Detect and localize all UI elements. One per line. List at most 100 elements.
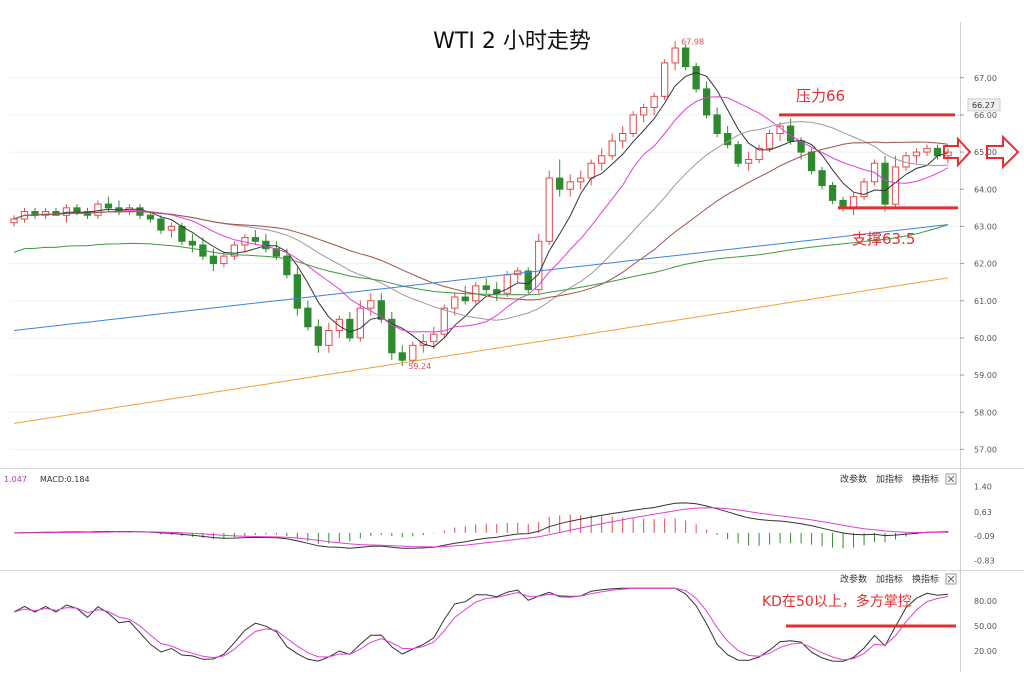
- candle-down: [828, 185, 837, 201]
- candle-down: [692, 66, 700, 90]
- candle-down: [346, 318, 354, 339]
- ma60-line: [13, 224, 949, 296]
- candle-down: [388, 318, 396, 354]
- candle-up: [640, 106, 648, 116]
- candle-up: [409, 344, 417, 361]
- main-y-tick-label: 66.00: [974, 111, 997, 120]
- candle-down: [881, 162, 889, 205]
- macd-dea-line: [14, 507, 949, 548]
- close-icon: [947, 475, 955, 483]
- main-y-tick-label: 62.00: [974, 260, 997, 269]
- candle-down: [734, 144, 742, 164]
- candle-down: [797, 140, 805, 153]
- current-price-tag: [967, 98, 1001, 112]
- candle-up: [94, 203, 102, 216]
- candle-up: [430, 333, 438, 343]
- candle-up: [650, 95, 658, 108]
- ma30-line: [13, 141, 949, 301]
- macd-dif-line: [13, 502, 949, 549]
- kd-d-line: [13, 587, 949, 661]
- candle-down: [461, 296, 469, 302]
- main-y-tick-label: 59.00: [974, 371, 997, 380]
- panel-button-1[interactable]: 加指标: [876, 473, 903, 485]
- candle-down: [314, 326, 322, 346]
- candle-down: [304, 307, 312, 328]
- resistance-label: 压力66: [796, 87, 845, 105]
- candle-down: [262, 240, 270, 250]
- candle-down: [157, 218, 165, 231]
- candle-up: [629, 114, 637, 134]
- candle-down: [251, 237, 260, 242]
- candle-up: [535, 240, 543, 291]
- candle-down: [146, 214, 155, 220]
- macd-y-tick-label: -0.83: [974, 556, 995, 565]
- candle-down: [807, 151, 816, 172]
- candle-up: [566, 181, 574, 190]
- breakout-arrow-icon: [943, 136, 972, 168]
- candle-up: [503, 274, 511, 294]
- candle-up: [891, 166, 900, 205]
- macd-header-value: 1.047: [4, 475, 27, 484]
- main-y-tick-label: 65.00: [974, 148, 997, 157]
- candle-down: [556, 177, 564, 190]
- main-y-tick-label: 64.00: [974, 185, 997, 194]
- candle-up: [220, 255, 228, 265]
- kd-y-tick-label: 50.00: [974, 622, 997, 631]
- kd-k-line: [13, 587, 949, 662]
- candle-up: [545, 177, 553, 242]
- main-y-tick-label: 67.00: [974, 74, 997, 83]
- candle-up: [62, 207, 71, 216]
- kd-note: KD在50以上，多方掌控: [762, 593, 912, 610]
- candle-up: [10, 218, 18, 224]
- candle-up: [755, 147, 763, 161]
- candle-up: [849, 196, 858, 209]
- macd-y-tick-label: -0.09: [974, 532, 995, 541]
- panel-close-button[interactable]: [945, 573, 957, 585]
- candle-down: [398, 352, 406, 361]
- macd-header-label: MACD:0.184: [40, 475, 90, 484]
- candle-down: [104, 203, 113, 209]
- candle-down: [209, 255, 218, 265]
- main-y-tick-label: 57.00: [974, 445, 997, 454]
- panel-button-0[interactable]: 改参数: [840, 473, 867, 485]
- main-y-tick-label: 63.00: [974, 222, 997, 231]
- low-price-label: 59.24: [408, 362, 431, 371]
- ma120-line: [13, 224, 949, 331]
- kd-y-tick-label: 20.00: [974, 647, 997, 656]
- candle-up: [356, 307, 364, 339]
- candle-up: [619, 133, 627, 142]
- panel-button-0[interactable]: 改参数: [840, 573, 867, 585]
- candle-up: [765, 133, 774, 149]
- ma250-line: [13, 277, 949, 424]
- macd-y-tick-label: 0.63: [974, 508, 992, 517]
- main-y-tick-label: 58.00: [974, 408, 997, 417]
- candle-down: [818, 170, 826, 187]
- candle-down: [702, 88, 711, 116]
- panel-close-button[interactable]: [945, 473, 957, 485]
- panel-button-1[interactable]: 加指标: [876, 573, 903, 585]
- candle-up: [230, 244, 239, 257]
- candle-up: [598, 155, 606, 164]
- candle-up: [367, 300, 375, 309]
- candle-up: [744, 159, 753, 164]
- candle-up: [335, 318, 343, 331]
- main-y-tick-label: 60.00: [974, 334, 997, 343]
- panel-button-2[interactable]: 换指标: [912, 473, 939, 485]
- macd-y-tick-label: 1.40: [974, 483, 992, 492]
- support-label: 支撑63.5: [852, 230, 915, 248]
- candle-up: [923, 147, 931, 153]
- main-y-tick-label: 61.00: [974, 297, 997, 306]
- candle-down: [283, 255, 291, 276]
- candle-down: [293, 274, 301, 309]
- candle-up: [577, 177, 585, 183]
- candle-down: [681, 47, 690, 68]
- breakout-arrow-icon: [986, 134, 1020, 170]
- chart-title: WTI 2 小时走势: [433, 29, 591, 54]
- current-price-label: 66.27: [972, 101, 995, 110]
- candle-down: [178, 225, 186, 242]
- candle-up: [912, 151, 921, 157]
- panel-button-2[interactable]: 换指标: [912, 573, 939, 585]
- close-icon: [947, 575, 955, 583]
